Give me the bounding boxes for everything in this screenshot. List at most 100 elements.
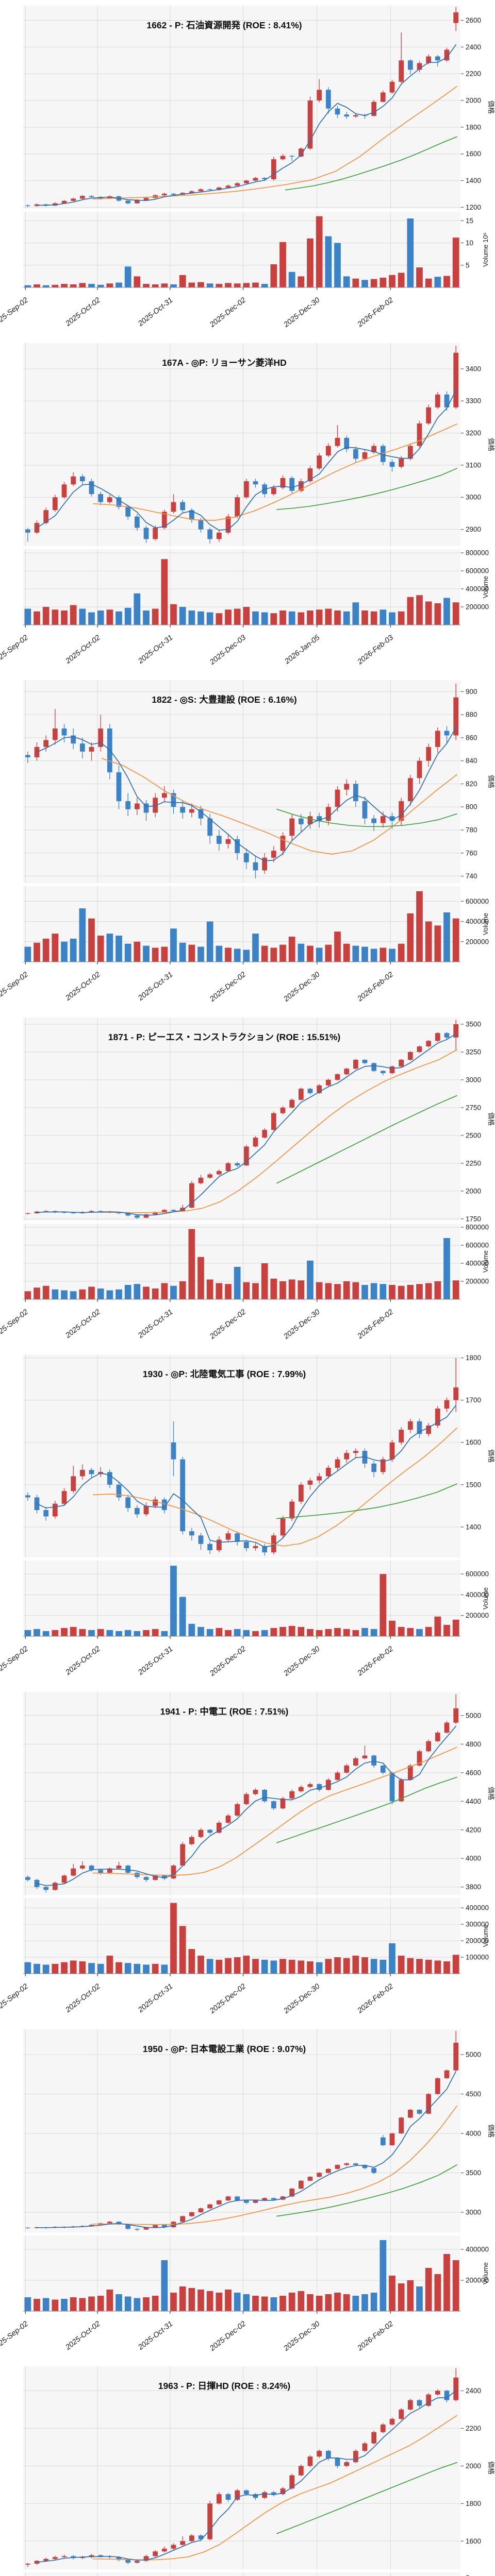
candle-body bbox=[198, 1535, 204, 1545]
candle-body bbox=[262, 1129, 268, 1138]
volume-tick-label: 15 bbox=[466, 217, 473, 225]
candle-body bbox=[243, 2200, 249, 2203]
date-labels: 2025-Sep-02 2025-Oct-02 2025-Oct-31 2025-De… bbox=[0, 633, 395, 667]
gridlines bbox=[23, 1017, 460, 1299]
volume-bar bbox=[234, 1629, 241, 1637]
candle-body bbox=[98, 494, 104, 502]
volume-bar bbox=[79, 1629, 86, 1637]
volume-bar bbox=[443, 912, 450, 962]
candle-body bbox=[243, 180, 249, 183]
volume-bar bbox=[79, 908, 86, 962]
price-tick-label: 760 bbox=[466, 849, 477, 857]
candle-body bbox=[79, 1470, 85, 1477]
price-tick-label: 1600 bbox=[466, 2537, 481, 2545]
volume-bar bbox=[343, 1281, 350, 1299]
date-labels: 2025-Sep-02 2025-Oct-02 2025-Oct-31 2025-De… bbox=[0, 296, 395, 330]
volume-bar bbox=[61, 1962, 68, 1974]
candle-body bbox=[453, 2378, 459, 2400]
gridlines bbox=[23, 2366, 460, 2576]
volume-tick-label: 400000 bbox=[466, 585, 489, 592]
candle-body bbox=[271, 1801, 276, 1809]
price-tick-label: 3500 bbox=[466, 2169, 481, 2177]
candle-body bbox=[225, 839, 231, 844]
volume-bar bbox=[97, 1963, 104, 1974]
candle-body bbox=[280, 156, 286, 160]
stock-chart-panel-4: 1750 2000 2250 2500 2750 3000 3250 3500 200000 40… bbox=[0, 1012, 495, 1349]
volume-bar bbox=[24, 946, 31, 962]
volume-bar bbox=[70, 284, 77, 287]
volume-bar bbox=[216, 1283, 223, 1299]
axis-tick-labels: 740 760 780 800 820 840 860 880 900 200000 400000 6… bbox=[466, 688, 489, 945]
candle-body bbox=[253, 2200, 258, 2203]
volume-bar bbox=[370, 611, 377, 625]
volume-bar bbox=[116, 1962, 122, 1974]
candle-body bbox=[298, 2180, 304, 2189]
date-labels: 2025-Sep-02 2025-Oct-02 2025-Oct-31 2025-De… bbox=[0, 971, 395, 1004]
candle-body bbox=[317, 1085, 322, 1093]
candle-body bbox=[25, 1213, 30, 1214]
candle-body bbox=[25, 1877, 30, 1880]
candle-body bbox=[153, 1499, 158, 1506]
candle-body bbox=[344, 114, 350, 117]
volume-bar bbox=[61, 941, 68, 962]
candle-body bbox=[380, 2137, 386, 2145]
date-tick-label: 2025-Oct-02 bbox=[64, 1982, 102, 2015]
candle-body bbox=[380, 1071, 386, 1073]
volume-bar bbox=[325, 2294, 332, 2311]
volume-bar bbox=[52, 1630, 59, 1637]
volume-bar bbox=[124, 1284, 131, 1299]
candle-body bbox=[344, 2163, 350, 2165]
candle-body bbox=[399, 801, 404, 821]
candle-body bbox=[61, 1212, 67, 1213]
volume-bar bbox=[298, 1960, 305, 1974]
date-tick-label: 2025-Sep-02 bbox=[0, 1982, 30, 2016]
candle-body bbox=[216, 2494, 222, 2504]
volume-bar bbox=[206, 921, 213, 962]
volume-bar bbox=[298, 2291, 305, 2311]
candle-body bbox=[125, 2560, 131, 2563]
volume-bar bbox=[134, 276, 141, 287]
candle-body bbox=[407, 60, 413, 70]
chart-title: 1950 - ◎P: 日本電設工業 (ROE : 9.07%) bbox=[143, 2044, 306, 2054]
price-axis-title: 価格 bbox=[487, 2461, 495, 2475]
volume-tick-label: 200000 bbox=[466, 603, 489, 611]
candle-body bbox=[271, 2492, 276, 2495]
candle-body bbox=[435, 2391, 440, 2395]
price-tick-label: 4000 bbox=[466, 1855, 481, 1862]
volume-bar bbox=[161, 946, 168, 962]
candle-body bbox=[79, 476, 85, 481]
volume-bar bbox=[316, 216, 323, 287]
price-tick-label: 820 bbox=[466, 780, 477, 788]
volume-bar bbox=[407, 1958, 414, 1974]
volume-plot-background bbox=[23, 1897, 460, 1974]
price-plot-background bbox=[23, 1691, 460, 1895]
price-plot-background bbox=[23, 5, 460, 209]
candle-body bbox=[89, 1470, 94, 1475]
candle-body bbox=[89, 747, 94, 752]
gridlines bbox=[23, 2029, 460, 2311]
volume-bar bbox=[243, 950, 250, 962]
candle-body bbox=[435, 2078, 440, 2094]
price-tick-label: 1800 bbox=[466, 1354, 481, 1362]
volume-bar bbox=[425, 1959, 432, 1974]
volume-bar bbox=[316, 1282, 323, 1299]
volume-bar bbox=[188, 1949, 195, 1974]
volume-bar bbox=[443, 598, 450, 625]
candle-body bbox=[253, 1790, 258, 1794]
price-tick-label: 1200 bbox=[466, 204, 481, 211]
volume-bar bbox=[361, 1957, 368, 1974]
price-tick-label: 840 bbox=[466, 757, 477, 765]
candle-body bbox=[453, 352, 459, 408]
volume-bar bbox=[434, 277, 441, 287]
volume-bar bbox=[106, 934, 113, 962]
date-tick-label: 2025-Dec-02 bbox=[208, 2319, 248, 2353]
volume-bar bbox=[106, 1955, 113, 1974]
volume-bar bbox=[61, 1290, 68, 1299]
candle-body bbox=[161, 1210, 167, 1212]
price-tick-label: 3300 bbox=[466, 397, 481, 404]
price-tick-label: 2000 bbox=[466, 1187, 481, 1195]
volume-bar bbox=[216, 613, 223, 625]
volume-bar bbox=[124, 266, 131, 287]
candle-body bbox=[453, 697, 459, 736]
candle-body bbox=[435, 1409, 440, 1426]
